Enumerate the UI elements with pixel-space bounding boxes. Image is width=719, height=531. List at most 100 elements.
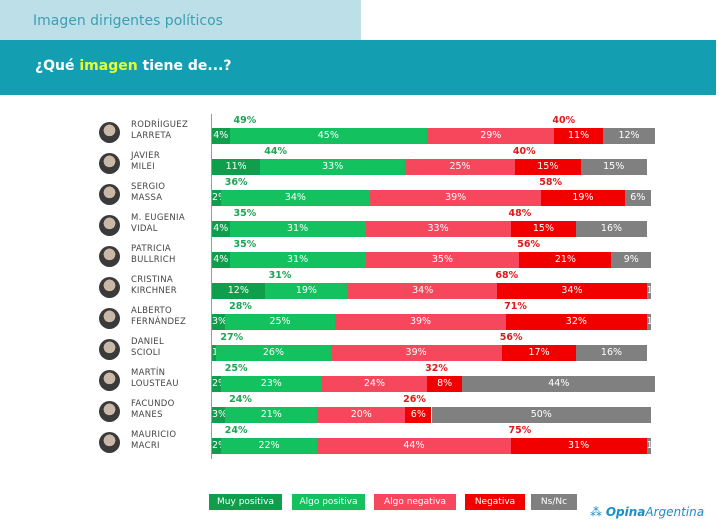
bar-segment: 31%	[229, 252, 366, 268]
bar-segment: 3%	[212, 314, 226, 330]
chart-row: FACUNDO MANES 3%21%20%6%50% 24% 26%	[0, 394, 719, 427]
category-label: CRISTINA KIRCHNER	[131, 275, 177, 296]
positive-total-label: 44%	[264, 146, 288, 157]
bar-segment: 21%	[225, 407, 318, 423]
bar-segment: 8%	[427, 376, 463, 392]
bar-segment: 1%	[212, 345, 217, 361]
bar-segment: 45%	[229, 128, 428, 144]
avatar	[99, 401, 120, 422]
bar-segment: 15%	[510, 221, 577, 237]
bar-segment: 11%	[554, 128, 603, 144]
category-label: RODRÍIGUEZ LARRETA	[131, 120, 189, 141]
negative-total-label: 48%	[508, 208, 532, 219]
legend-item: Muy positiva	[209, 494, 282, 510]
avatar	[99, 339, 120, 360]
negative-total-label: 71%	[504, 301, 527, 312]
positive-total-label: 25%	[224, 363, 248, 374]
bar-segment: 24%	[321, 376, 428, 392]
question-text-end: tiene de...?	[137, 58, 232, 74]
chart-axis	[211, 114, 212, 459]
bar-segment: 31%	[510, 438, 647, 454]
bar-segment: 23%	[220, 376, 322, 392]
chart-row: RODRÍIGUEZ LARRETA 4% 45% 29% 11% 12% 49% 40%	[0, 115, 719, 148]
legend-item: Algo negativa	[374, 494, 456, 510]
avatar	[99, 153, 120, 174]
avatar	[99, 184, 120, 205]
bar-segment: 1%	[646, 314, 651, 330]
bar-segment: 9%	[611, 252, 651, 268]
positive-total-label: 28%	[229, 301, 252, 312]
category-label: MARTÍN LOUSTEAU	[131, 368, 179, 389]
legend-item: Ns/Nc	[531, 494, 577, 510]
avatar	[99, 277, 120, 298]
positive-total-label: 49%	[233, 115, 257, 126]
positive-total-label: 24%	[224, 425, 248, 436]
question-highlight: imagen	[79, 58, 138, 74]
bar-segment: 21%	[519, 252, 612, 268]
bar-segment: 17%	[501, 345, 577, 361]
bar-segment: 32%	[506, 314, 647, 330]
bar-segment: 15%	[514, 159, 581, 175]
bar-segment: 16%	[576, 345, 647, 361]
section-title: Imagen dirigentes políticos	[33, 13, 223, 29]
positive-total-label: 35%	[233, 208, 257, 219]
question-band: ¿Qué imagen tiene de...?	[0, 40, 716, 95]
brand-logo: ⁂ OpinaArgentina	[590, 505, 705, 519]
avatar	[99, 432, 120, 453]
bar-segment: 34%	[497, 283, 647, 299]
category-label: DANIEL SCIOLI	[131, 337, 164, 358]
negative-total-label: 26%	[403, 394, 426, 405]
bar-segment: 2%	[212, 438, 221, 454]
category-label: M. EUGENIA VIDAL	[131, 213, 185, 234]
bar-segment: 31%	[229, 221, 366, 237]
chart-row: MARTÍN LOUSTEAU 2%23%24%8%44% 25% 32%	[0, 363, 719, 396]
bar-segment: 4%	[212, 128, 230, 144]
positive-total-label: 31%	[268, 270, 292, 281]
bar-segment: 19%	[264, 283, 349, 299]
positive-total-label: 24%	[229, 394, 252, 405]
positive-total-label: 27%	[220, 332, 244, 343]
bar-segment: 44%	[462, 376, 656, 392]
category-label: ALBERTO FERNÁNDEZ	[131, 306, 187, 327]
chart-row: MAURICIO MACRI 2%22%44%31%1% 24% 75%	[0, 425, 719, 458]
bar-segment: 35%	[365, 252, 520, 268]
bar-segment: 39%	[334, 314, 507, 330]
bar-segment: 20%	[317, 407, 406, 423]
avatar	[99, 215, 120, 236]
bar-segment: 15%	[580, 159, 647, 175]
negative-total-label: 40%	[512, 146, 536, 157]
avatar	[99, 246, 120, 267]
bar-segment: 29%	[427, 128, 555, 144]
negative-total-label: 56%	[499, 332, 523, 343]
category-label: SERGIO MASSA	[131, 182, 166, 203]
bar-segment: 39%	[370, 190, 542, 206]
bar-segment: 44%	[317, 438, 511, 454]
avatar	[99, 370, 120, 391]
chart-row: ALBERTO FERNÁNDEZ 3%25%39%32%1% 28% 71%	[0, 301, 719, 334]
bar-segment: 6%	[405, 407, 432, 423]
chart-row: JAVIER MILEI 11% 33% 25% 15% 15% 44% 40%	[0, 146, 719, 179]
question-text: ¿Qué	[35, 58, 80, 74]
bar-segment: 3%	[212, 407, 226, 423]
bar-segment: 6%	[624, 190, 651, 206]
negative-total-label: 56%	[517, 239, 541, 250]
bar-segment: 4%	[212, 221, 230, 237]
bar-segment: 12%	[602, 128, 656, 144]
avatar	[99, 122, 120, 143]
chart-row: PATRICIA BULLRICH 4% 31% 35% 21% 9% 35% 56%	[0, 239, 719, 272]
bar-segment: 1%	[646, 438, 651, 454]
bar-segment: 12%	[212, 283, 265, 299]
brand-name-rest: Argentina	[645, 505, 705, 519]
bar-segment: 34%	[348, 283, 498, 299]
negative-total-label: 40%	[552, 115, 576, 126]
category-label: JAVIER MILEI	[131, 151, 161, 172]
negative-total-label: 75%	[508, 425, 532, 436]
chart-row: DANIEL SCIOLI 1%26%39%17%16% 27% 56%	[0, 332, 719, 365]
avatar	[99, 308, 120, 329]
question-title: ¿Qué imagen tiene de...?	[35, 58, 231, 74]
bar-segment: 11%	[212, 159, 261, 175]
bar-segment: 1%	[646, 283, 651, 299]
negative-total-label: 58%	[539, 177, 562, 188]
bar-segment: 2%	[212, 376, 221, 392]
